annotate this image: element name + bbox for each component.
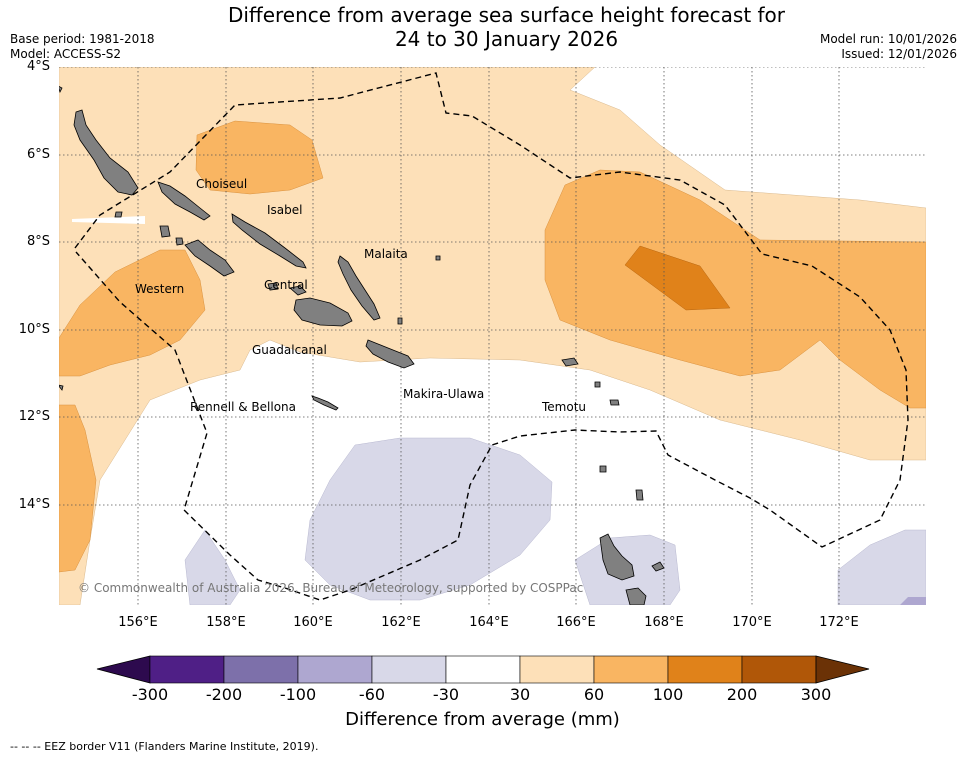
eez-legend-note: -- -- -- EEZ border V11 (Flanders Marine…: [10, 740, 319, 753]
map-panel: [59, 67, 926, 605]
island-bougainville: [73, 109, 139, 196]
colorbar-bin-8: [667, 655, 743, 684]
colorbar-bin-1: [149, 655, 225, 684]
island-tiny-5: [397, 317, 403, 325]
island-malakula: [625, 587, 647, 605]
island-new-georgia: [184, 239, 235, 277]
lon-label: 166°E: [556, 615, 596, 630]
island-vanikoro: [609, 399, 620, 406]
contour-neg60-neg30: [304, 437, 553, 601]
islands: [59, 86, 665, 605]
colorbar-tick: -60: [358, 685, 386, 704]
colorbar-extend-over: [815, 655, 870, 684]
contour-neg60-neg30-se: [837, 529, 926, 605]
lon-label: 164°E: [469, 615, 509, 630]
lat-label: 12°S: [18, 409, 50, 424]
island-rennell: [311, 395, 339, 411]
meta-left: Base period: 1981-2018 Model: ACCESS-S2: [10, 32, 155, 62]
island-malaita: [337, 255, 381, 321]
region-label-malaita: Malaita: [364, 247, 408, 261]
colorbar-tick: 100: [652, 685, 684, 704]
contour-neutral-strip: [72, 216, 145, 224]
island-vella: [159, 225, 171, 238]
island-shortland: [114, 211, 123, 218]
contour-60-100: [544, 169, 926, 409]
island-guadalcanal: [293, 297, 353, 327]
gridlines: [59, 67, 926, 605]
region-label-isabel: Isabel: [267, 203, 303, 217]
lat-label: 6°S: [26, 147, 50, 162]
colorbar-tick: -30: [432, 685, 460, 704]
colorbar-tick: -100: [279, 685, 317, 704]
colorbar-bin-9: [741, 655, 817, 684]
colorbar-tick: 300: [800, 685, 832, 704]
lon-label: 158°E: [206, 615, 246, 630]
lon-label: 170°E: [732, 615, 772, 630]
island-tiny-3: [59, 384, 64, 391]
contour-60-100-choiseul: [195, 120, 324, 195]
region-label-temotu: Temotu: [542, 400, 587, 414]
region-label-rennell-bellona: Rennell & Bellona: [190, 400, 297, 414]
island-tiny-6: [435, 255, 441, 261]
region-label-makira-ulawa: Makira-Ulawa: [403, 387, 485, 401]
base-period: Base period: 1981-2018: [10, 32, 155, 46]
colorbar-extend-under: [96, 655, 151, 684]
colorbar-bin-3: [297, 655, 373, 684]
contour-100-200: [624, 245, 731, 311]
region-label-choiseul: Choiseul: [196, 177, 248, 191]
island-tiny-4: [59, 86, 63, 94]
island-santa-isabel: [231, 213, 307, 269]
contour-60-100-southwest: [59, 404, 97, 573]
island-maewo: [635, 489, 644, 501]
eez-border: [74, 72, 909, 601]
lon-label: 168°E: [644, 615, 684, 630]
colorbar-bin-2: [223, 655, 299, 684]
colorbar-bin-5: [445, 655, 521, 684]
model-name: Model: ACCESS-S2: [10, 47, 122, 61]
island-espiritu-santo: [599, 533, 635, 581]
lat-label: 10°S: [18, 322, 50, 337]
colorbar-bin-6: [519, 655, 595, 684]
island-choiseul: [157, 181, 211, 221]
colorbar-tick: -200: [205, 685, 243, 704]
island-santa-cruz: [561, 357, 579, 367]
chart-title-line-2: 24 to 30 January 2026: [394, 27, 619, 51]
island-kolombangara: [175, 237, 184, 246]
lon-label: 160°E: [293, 615, 333, 630]
island-florida: [289, 285, 307, 296]
colorbar-bin-4: [371, 655, 447, 684]
lat-label: 4°S: [26, 59, 50, 74]
lat-label: 8°S: [26, 234, 50, 249]
colorbar-tick: -300: [131, 685, 169, 704]
island-tiny-2: [651, 561, 665, 572]
colorbar-tick: 30: [509, 685, 531, 704]
colorbar-tick: 60: [583, 685, 605, 704]
lon-label: 162°E: [381, 615, 421, 630]
island-tiny-7: [599, 465, 607, 473]
lat-label: 14°S: [18, 497, 50, 512]
copyright-notice: © Commonwealth of Australia 2026, Bureau…: [78, 581, 584, 595]
chart-title-line-1: Difference from average sea surface heig…: [227, 3, 786, 27]
lon-label: 156°E: [118, 615, 158, 630]
colorbar-title: Difference from average (mm): [345, 709, 620, 730]
model-run: Model run: 10/01/2026: [819, 32, 957, 46]
island-russell: [267, 282, 279, 291]
colorbar: [96, 655, 870, 684]
contour-neg60-neg30-sw: [184, 529, 241, 605]
colorbar-tick: 200: [726, 685, 758, 704]
colorbar-bin-7: [593, 655, 669, 684]
region-label-central: Central: [264, 278, 308, 292]
region-label-western: Western: [135, 282, 185, 296]
issued-date: Issued: 12/01/2026: [841, 47, 957, 61]
island-makira: [365, 339, 415, 369]
lon-label: 172°E: [819, 615, 859, 630]
contour-neg100-neg60-se: [900, 597, 926, 605]
region-label-guadalcanal: Guadalcanal: [252, 343, 327, 357]
meta-right: Model run: 10/01/2026 Issued: 12/01/2026: [820, 32, 957, 62]
contour-30-60: [59, 67, 926, 605]
island-tiny-1: [594, 381, 601, 388]
